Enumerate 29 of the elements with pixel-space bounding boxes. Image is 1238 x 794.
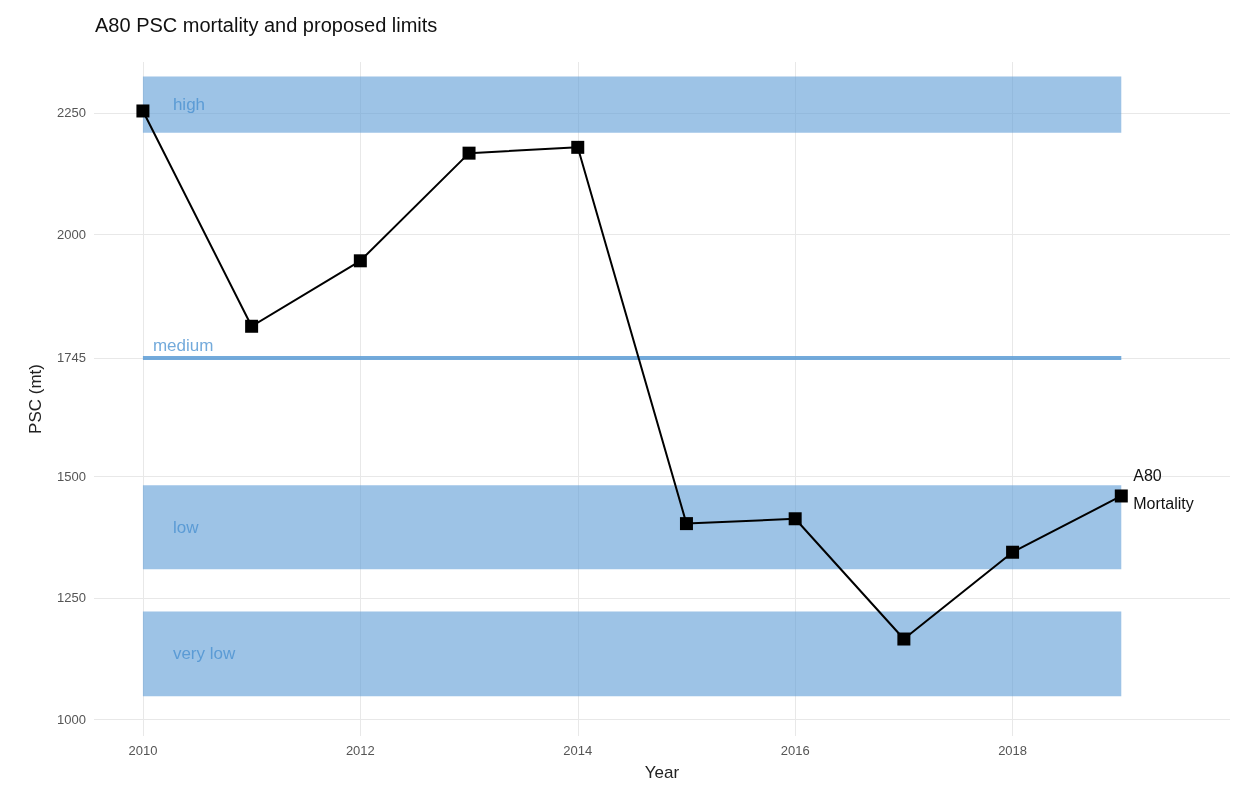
series-label: A80 Mortality [1133, 467, 1194, 513]
ref-line-label: medium [152, 335, 214, 355]
point [679, 517, 693, 531]
band-label: low [172, 517, 200, 537]
point [245, 319, 259, 333]
x-tick-label: 2012 [345, 743, 375, 758]
x-tick-label: 2016 [780, 743, 810, 758]
point [136, 104, 150, 118]
y-tick-label: 2250 [57, 105, 86, 121]
point [571, 140, 585, 154]
y-tick-label: 1250 [57, 590, 86, 606]
point [353, 254, 367, 268]
point [1114, 489, 1128, 503]
point [897, 632, 911, 646]
y-tick-label: 2000 [57, 226, 86, 242]
y-tick-label: 1500 [57, 469, 86, 485]
point [788, 512, 802, 526]
point [1006, 545, 1020, 559]
y-tick-label: 1000 [57, 711, 86, 727]
point [462, 146, 476, 160]
band-label: very low [172, 644, 236, 664]
y-axis-title: PSC (mt) [26, 364, 45, 434]
chart-title: A80 PSC mortality and proposed limits [95, 14, 438, 36]
x-tick-label: 2018 [998, 743, 1028, 758]
band-label: high [172, 95, 206, 115]
x-axis-title: Year [644, 763, 680, 782]
y-tick-label: 1745 [57, 350, 86, 366]
x-tick-label: 2010 [128, 743, 158, 758]
x-tick-label: 2014 [563, 743, 593, 758]
